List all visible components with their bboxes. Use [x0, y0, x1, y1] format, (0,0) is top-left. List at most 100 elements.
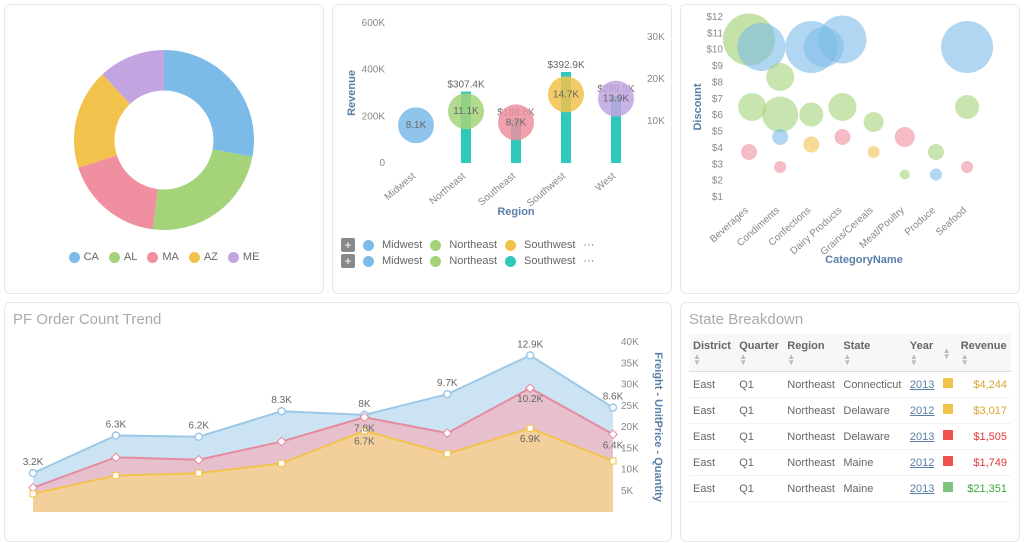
- bubble-point[interactable]: [864, 112, 884, 132]
- cell-indicator: [939, 372, 957, 398]
- svg-text:40K: 40K: [621, 337, 639, 348]
- bubble-point[interactable]: [900, 170, 910, 180]
- bubble-point[interactable]: [741, 144, 757, 160]
- cell-year[interactable]: 2013: [906, 476, 939, 502]
- data-point[interactable]: [30, 470, 37, 477]
- legend-label[interactable]: Midwest: [382, 239, 422, 251]
- legend-label[interactable]: ···: [583, 239, 594, 251]
- cell-year[interactable]: 2013: [906, 372, 939, 398]
- data-point[interactable]: [610, 458, 616, 464]
- table-row[interactable]: EastQ1NortheastMaine2012$1,749: [689, 450, 1011, 476]
- legend-label[interactable]: Midwest: [382, 255, 422, 267]
- sort-icon: ▲▼: [693, 354, 731, 365]
- svg-text:$6: $6: [712, 110, 724, 121]
- svg-text:$11: $11: [707, 28, 723, 39]
- data-point[interactable]: [196, 470, 202, 476]
- cell-revenue: $1,749: [957, 450, 1011, 476]
- state-table: District▲▼Quarter▲▼Region▲▼State▲▼Year▲▼…: [689, 334, 1011, 502]
- svg-text:$7: $7: [712, 94, 724, 105]
- bubble-point[interactable]: [828, 93, 856, 121]
- data-point[interactable]: [279, 460, 285, 466]
- bubble-point[interactable]: [762, 97, 798, 133]
- bubble-point[interactable]: [955, 95, 979, 119]
- cell-year[interactable]: 2012: [906, 398, 939, 424]
- data-point[interactable]: [30, 491, 36, 497]
- bubble-point[interactable]: [772, 129, 788, 145]
- legend-item[interactable]: ME: [228, 251, 260, 263]
- column-header[interactable]: Region▲▼: [783, 334, 839, 372]
- table-row[interactable]: EastQ1NortheastDelaware2013$1,505: [689, 424, 1011, 450]
- legend-label[interactable]: Southwest: [524, 255, 575, 267]
- data-point[interactable]: [278, 408, 285, 415]
- bar-legend-row: + Midwest Northeast Southwest ···: [341, 254, 663, 268]
- expand-legend-button[interactable]: +: [341, 238, 355, 252]
- cell-district: East: [689, 476, 735, 502]
- svg-text:Revenue: Revenue: [346, 70, 358, 116]
- data-point[interactable]: [527, 352, 534, 359]
- data-point[interactable]: [112, 432, 119, 439]
- bubble-point[interactable]: [928, 144, 944, 160]
- legend-label: AZ: [204, 251, 218, 263]
- legend-item[interactable]: AL: [109, 251, 137, 263]
- bubble-point[interactable]: [774, 161, 786, 173]
- legend-dot: [228, 252, 239, 263]
- cell-district: East: [689, 424, 735, 450]
- bubble-point[interactable]: [803, 137, 819, 153]
- expand-legend-button[interactable]: +: [341, 254, 355, 268]
- bubble-point[interactable]: [738, 93, 766, 121]
- data-point[interactable]: [444, 451, 450, 457]
- donut-slice[interactable]: [153, 149, 253, 230]
- legend-item[interactable]: MA: [147, 251, 179, 263]
- svg-text:30K: 30K: [647, 32, 665, 43]
- column-header[interactable]: State▲▼: [839, 334, 906, 372]
- cell-year[interactable]: 2013: [906, 424, 939, 450]
- data-point[interactable]: [527, 425, 533, 431]
- region-bar-card: 0200K400K600KRevenue10K20K30KUnitPrice8.…: [332, 4, 672, 294]
- bubble-point[interactable]: [799, 103, 823, 127]
- legend-label: AL: [124, 251, 137, 263]
- bubble-point[interactable]: [941, 21, 993, 73]
- bubble-point[interactable]: [834, 129, 850, 145]
- bubble-point[interactable]: [895, 127, 915, 147]
- bubble-point[interactable]: [818, 16, 866, 64]
- legend-label[interactable]: Northeast: [449, 255, 497, 267]
- bubble-point[interactable]: [961, 161, 973, 173]
- donut-slice[interactable]: [164, 50, 254, 157]
- data-point[interactable]: [113, 473, 119, 479]
- svg-text:8.1K: 8.1K: [406, 120, 427, 131]
- cell-revenue: $21,351: [957, 476, 1011, 502]
- svg-text:$8: $8: [712, 77, 724, 88]
- column-header[interactable]: Year▲▼: [906, 334, 939, 372]
- legend-label[interactable]: Northeast: [449, 239, 497, 251]
- data-point[interactable]: [444, 391, 451, 398]
- bubble-point[interactable]: [868, 146, 880, 158]
- column-header[interactable]: Revenue▲▼: [957, 334, 1011, 372]
- legend-dot: [505, 240, 516, 251]
- svg-text:12.9K: 12.9K: [517, 339, 543, 350]
- table-row[interactable]: EastQ1NortheastConnecticut2013$4,244: [689, 372, 1011, 398]
- table-row[interactable]: EastQ1NortheastMaine2013$21,351: [689, 476, 1011, 502]
- legend-label[interactable]: ···: [583, 255, 594, 267]
- cell-year[interactable]: 2012: [906, 450, 939, 476]
- column-header[interactable]: ▲▼: [939, 334, 957, 372]
- donut-slice[interactable]: [78, 155, 157, 229]
- cell-quarter: Q1: [735, 372, 783, 398]
- bubble-point[interactable]: [930, 169, 942, 181]
- legend-item[interactable]: AZ: [189, 251, 218, 263]
- svg-text:CategoryName: CategoryName: [825, 254, 903, 266]
- column-header[interactable]: Quarter▲▼: [735, 334, 783, 372]
- svg-text:Freight - UnitPrice - Quantity: Freight - UnitPrice - Quantity: [652, 352, 664, 503]
- svg-text:8.7K: 8.7K: [506, 117, 527, 128]
- legend-item[interactable]: CA: [69, 251, 99, 263]
- svg-text:Southeast: Southeast: [476, 171, 518, 209]
- legend-label[interactable]: Southwest: [524, 239, 575, 251]
- data-point[interactable]: [195, 433, 202, 440]
- column-header[interactable]: District▲▼: [689, 334, 735, 372]
- svg-text:600K: 600K: [362, 18, 386, 29]
- cell-region: Northeast: [783, 398, 839, 424]
- table-row[interactable]: EastQ1NortheastDelaware2012$3,017: [689, 398, 1011, 424]
- bubble-point[interactable]: [766, 63, 794, 91]
- svg-text:6.7K: 6.7K: [354, 437, 375, 448]
- data-point[interactable]: [610, 404, 617, 411]
- svg-text:8K: 8K: [358, 399, 371, 410]
